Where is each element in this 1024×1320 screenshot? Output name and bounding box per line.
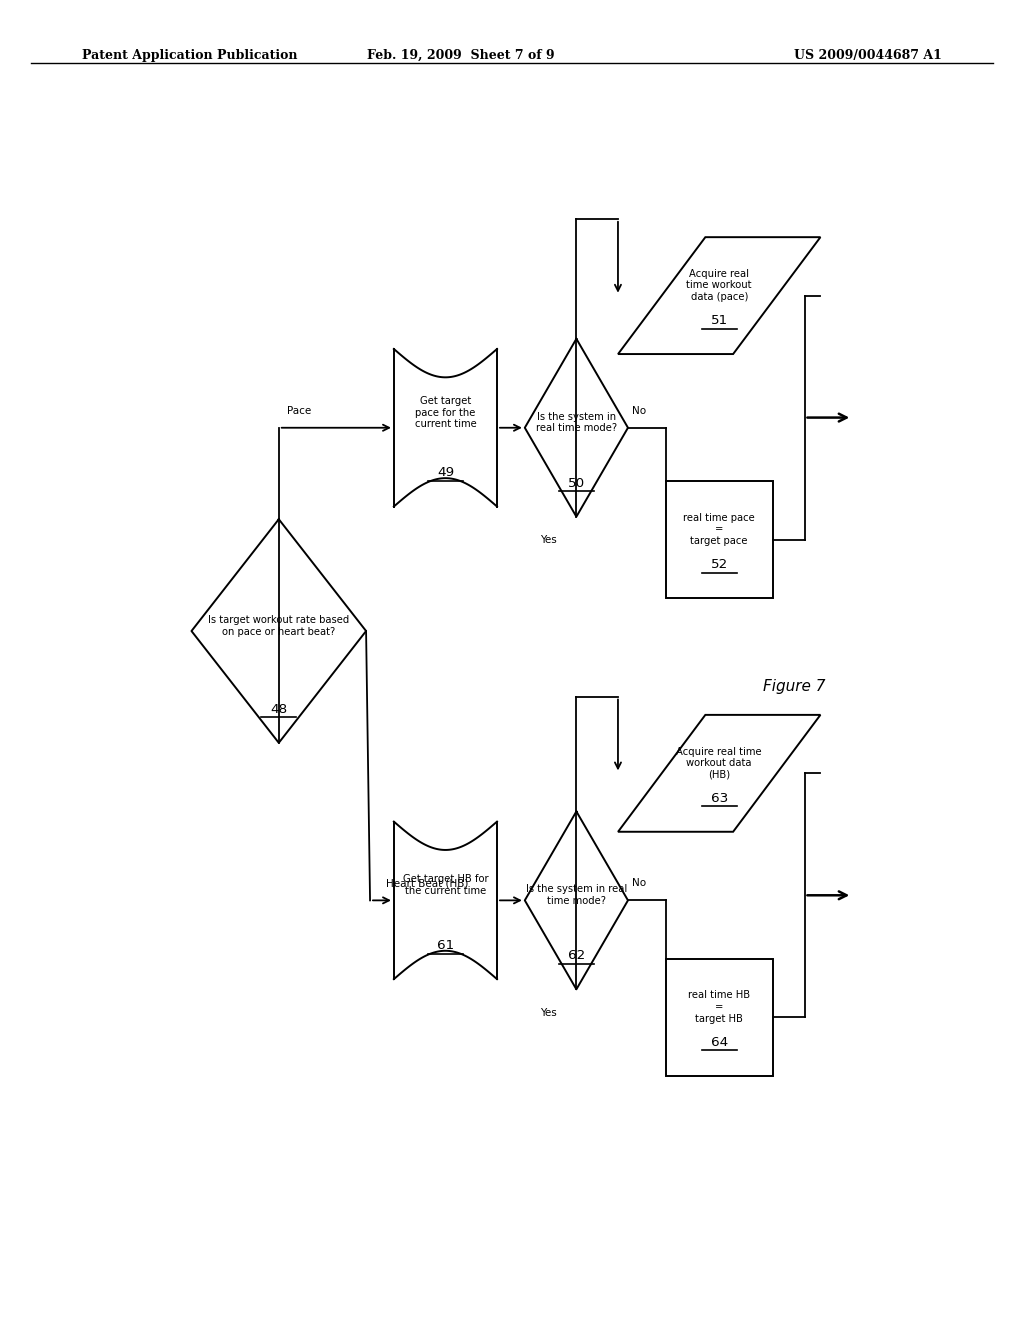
Polygon shape	[666, 958, 773, 1076]
Text: Get target
pace for the
current time: Get target pace for the current time	[415, 396, 476, 429]
Text: No: No	[632, 878, 646, 888]
Polygon shape	[666, 480, 773, 598]
Text: real time pace
=
target pace: real time pace = target pace	[683, 512, 755, 546]
Text: Figure 7: Figure 7	[763, 680, 826, 694]
Polygon shape	[191, 519, 367, 743]
Text: Patent Application Publication: Patent Application Publication	[82, 49, 297, 62]
Text: Heart Beat (HB): Heart Beat (HB)	[386, 878, 468, 888]
Text: Yes: Yes	[540, 535, 556, 545]
Text: 62: 62	[567, 949, 585, 962]
Polygon shape	[524, 812, 628, 989]
Text: 48: 48	[270, 702, 288, 715]
Text: US 2009/0044687 A1: US 2009/0044687 A1	[795, 49, 942, 62]
Text: Acquire real
time workout
data (pace): Acquire real time workout data (pace)	[686, 269, 752, 302]
Text: 51: 51	[711, 314, 728, 327]
Polygon shape	[524, 339, 628, 516]
Text: Is the system in real
time mode?: Is the system in real time mode?	[525, 884, 627, 906]
Text: Get target HB for
the current time: Get target HB for the current time	[402, 874, 488, 896]
Polygon shape	[618, 238, 820, 354]
Text: 50: 50	[568, 477, 585, 490]
Text: 64: 64	[711, 1036, 728, 1048]
Text: Feb. 19, 2009  Sheet 7 of 9: Feb. 19, 2009 Sheet 7 of 9	[367, 49, 555, 62]
Polygon shape	[394, 821, 497, 979]
Text: 63: 63	[711, 792, 728, 805]
Text: Acquire real time
workout data
(HB): Acquire real time workout data (HB)	[677, 747, 762, 780]
Text: real time HB
=
target HB: real time HB = target HB	[688, 990, 751, 1024]
Text: 61: 61	[437, 939, 454, 952]
Text: Yes: Yes	[540, 1007, 556, 1018]
Polygon shape	[394, 348, 497, 507]
Text: Is target workout rate based
on pace or heart beat?: Is target workout rate based on pace or …	[208, 615, 349, 636]
Polygon shape	[618, 715, 820, 832]
Text: No: No	[632, 405, 646, 416]
Text: 49: 49	[437, 466, 454, 479]
Text: 52: 52	[711, 558, 728, 572]
Text: Pace: Pace	[287, 405, 311, 416]
Text: Is the system in
real time mode?: Is the system in real time mode?	[536, 412, 616, 433]
